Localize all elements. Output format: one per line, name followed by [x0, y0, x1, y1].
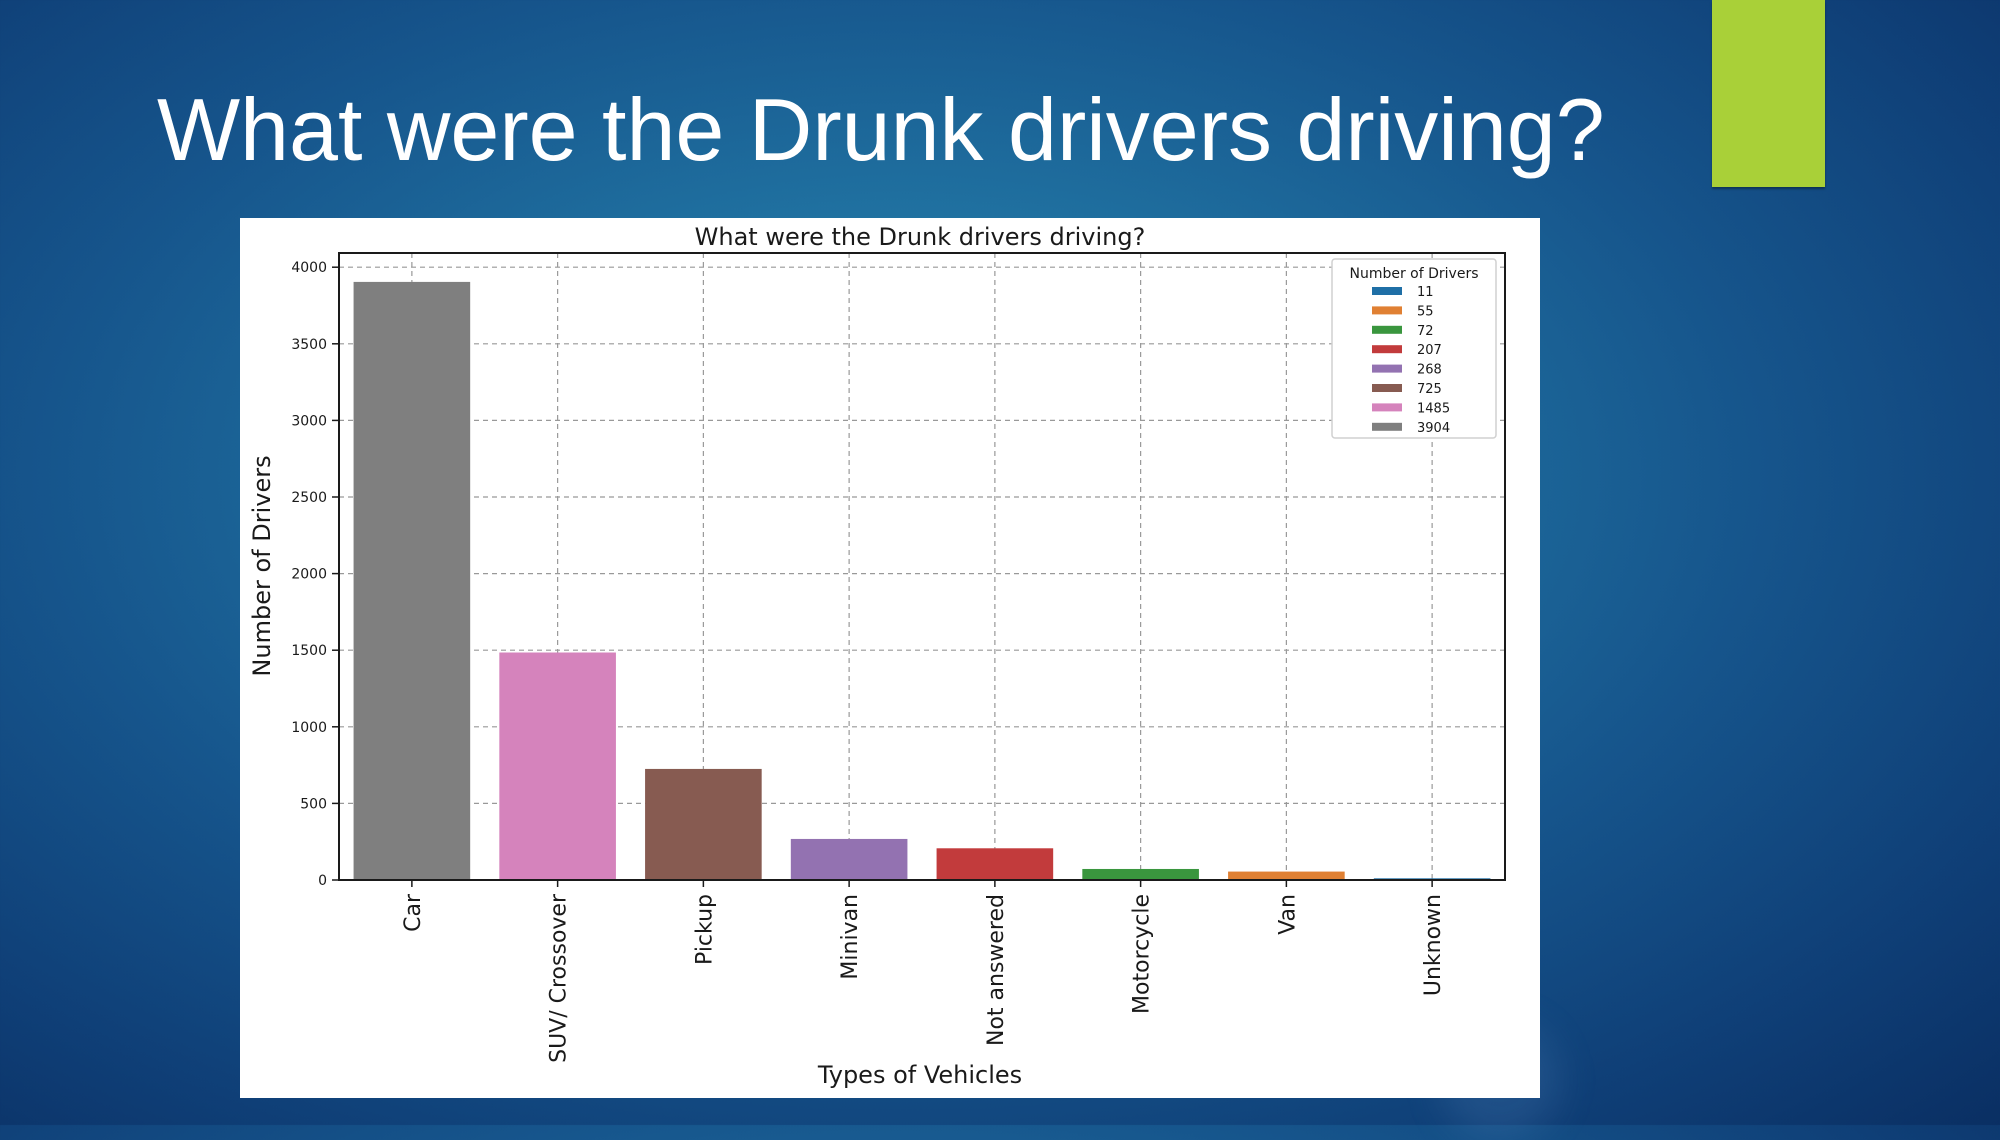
legend-label-3: 207	[1417, 343, 1442, 358]
bar-2	[645, 768, 762, 880]
legend-swatch-1	[1372, 306, 1402, 315]
chart-title: What were the Drunk drivers driving?	[695, 223, 1146, 251]
legend-label-2: 72	[1417, 324, 1434, 339]
legend-box	[1331, 258, 1497, 439]
x-tick-label-7: Unknown	[1421, 894, 1446, 996]
x-axis-label: Types of Vehicles	[817, 1061, 1022, 1089]
x-axis-ticks: Car SUV/ Crossover Pickup Minivan Not answer…	[401, 880, 1446, 1063]
legend-swatch-7	[1372, 422, 1402, 431]
bar-0	[353, 281, 471, 880]
y-tick-label-3: 1500	[291, 643, 327, 659]
x-tick-label-2: Pickup	[692, 894, 717, 965]
slide-title: What were the Drunk drivers driving?	[157, 80, 1605, 179]
y-tick-label-4: 2000	[291, 567, 327, 583]
y-tick-label-5: 2500	[291, 490, 327, 506]
legend-label-5: 725	[1417, 382, 1442, 397]
y-axis-ticks: 0 500 1000 1500 2000 2500 3000 3500 4000	[291, 260, 339, 889]
y-tick-label-6: 3000	[291, 413, 327, 429]
x-tick-label-0: Car	[401, 893, 426, 932]
bar-5	[1082, 868, 1199, 880]
chart-bars	[353, 281, 1491, 880]
bar-1	[499, 652, 616, 880]
x-tick-label-1: SUV/ Crossover	[547, 893, 572, 1063]
legend-swatch-5	[1372, 384, 1402, 392]
x-tick-label-3: Minivan	[838, 894, 863, 980]
legend-label-6: 1485	[1417, 401, 1450, 416]
plot-frame	[338, 252, 1506, 881]
legend-swatch-0	[1372, 287, 1402, 295]
bar-6	[1228, 871, 1345, 880]
x-tick-label-5: Motorcycle	[1130, 894, 1155, 1014]
y-tick-label-8: 4000	[291, 260, 327, 276]
chart-legend: Number of Drivers 11 55 72 207 268 725 1485 390…	[1331, 258, 1497, 439]
legend-title: Number of Drivers	[1349, 266, 1478, 282]
y-tick-label-0: 0	[318, 873, 327, 889]
legend-swatch-4	[1372, 364, 1402, 373]
legend-label-0: 11	[1417, 285, 1434, 300]
bar-3	[790, 838, 908, 880]
y-tick-label-7: 3500	[291, 337, 327, 353]
legend-entries: 11 55 72 207 268 725 1485 3904	[1372, 285, 1450, 436]
legend-label-4: 268	[1417, 363, 1442, 378]
y-tick-label-1: 500	[300, 796, 327, 812]
accent-block	[1712, 0, 1825, 187]
legend-label-1: 55	[1417, 304, 1434, 319]
x-tick-label-4: Not answered	[984, 894, 1009, 1046]
legend-swatch-3	[1372, 345, 1402, 354]
y-tick-label-2: 1000	[291, 720, 327, 736]
legend-swatch-6	[1372, 403, 1402, 412]
bar-4	[936, 848, 1054, 880]
legend-swatch-2	[1372, 325, 1402, 334]
x-tick-label-6: Van	[1275, 894, 1300, 935]
legend-label-7: 3904	[1417, 421, 1450, 436]
y-axis-label: Number of Drivers	[248, 455, 276, 676]
